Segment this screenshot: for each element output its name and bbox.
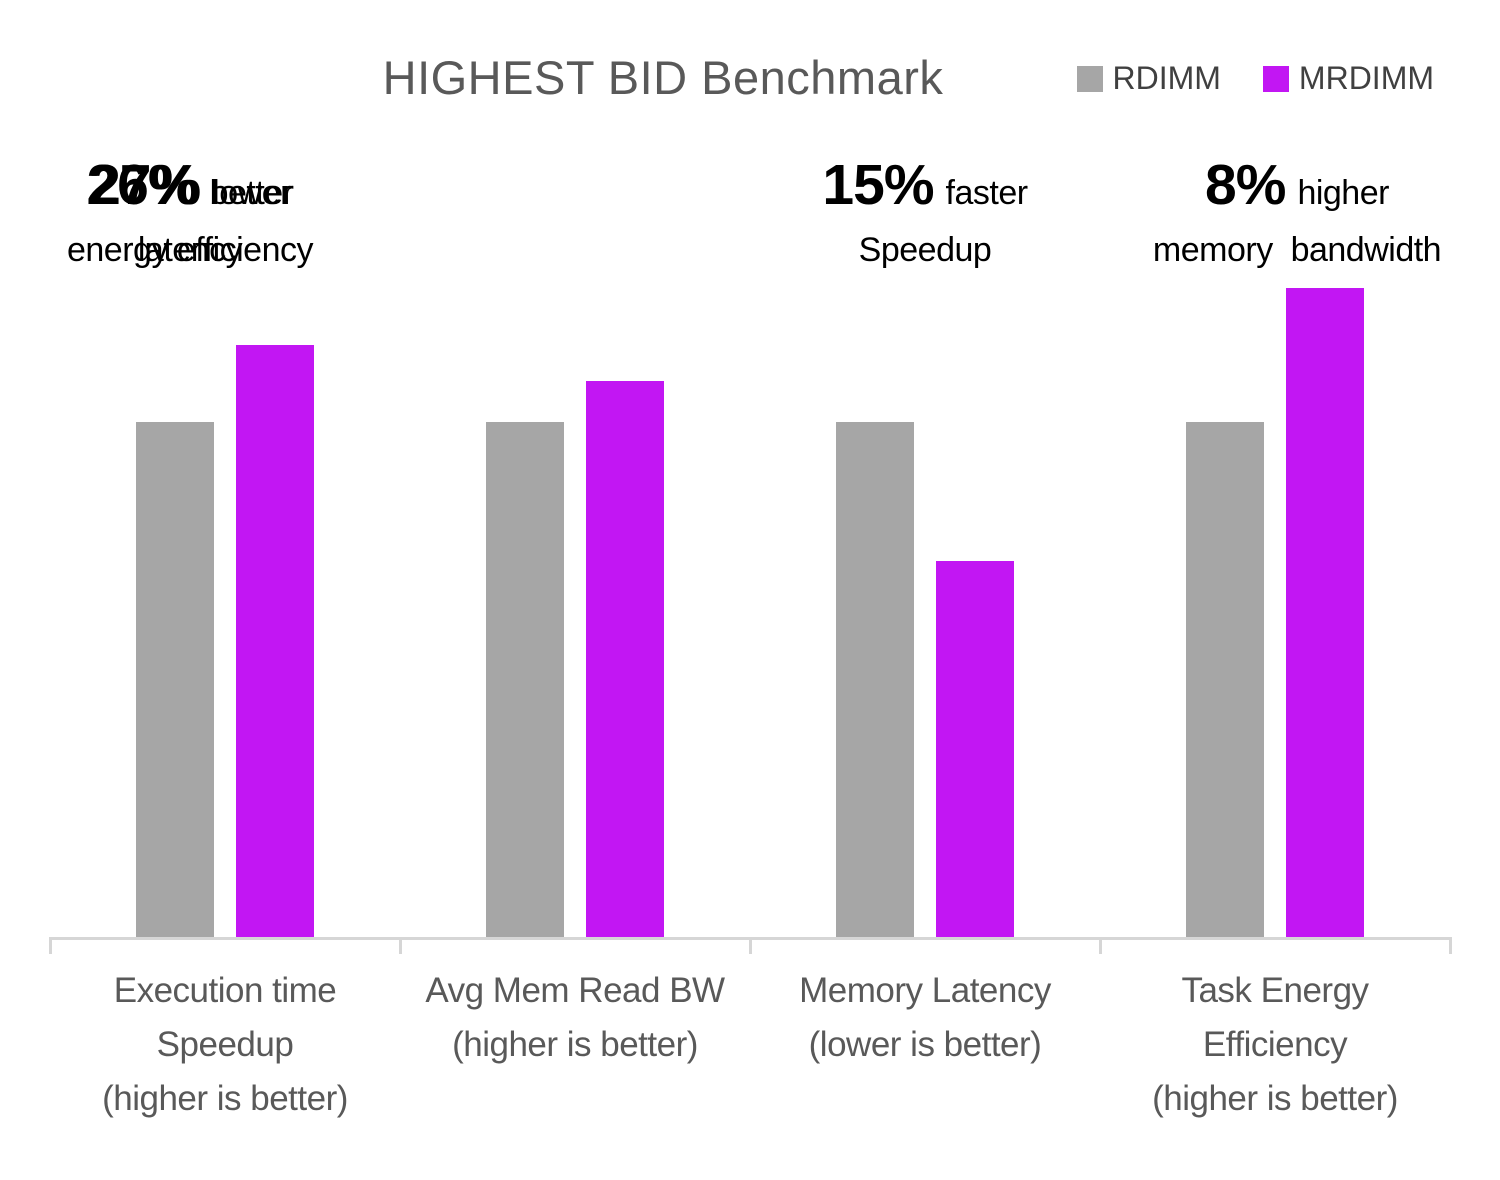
callout-stat: 27% (89, 153, 201, 217)
callout-line1: 27% lower (0, 152, 380, 218)
callout-stat: 15% (822, 153, 934, 217)
callout-line1: 15% faster (735, 152, 1115, 218)
bar-mrdimm-1 (586, 381, 664, 937)
category-label-line: Memory Latency (799, 971, 1051, 1010)
callout-qualifier: better (209, 174, 294, 212)
callout-qualifier: higher (1297, 174, 1389, 212)
callout-latency: 27% lower latency (0, 152, 380, 270)
callout-line2: Speedup (858, 231, 992, 269)
bar-rdimm-3 (1186, 422, 1264, 937)
bar-mrdimm-0 (236, 345, 314, 937)
callout-line2: memory bandwidth (1152, 231, 1442, 269)
legend-label-mrdimm: MRDIMM (1298, 60, 1434, 96)
callout-qualifier: faster (945, 174, 1029, 212)
category-label-3: Task Energy Efficiency (higher is better) (1100, 964, 1450, 1126)
category-label-line: Efficiency (1202, 1025, 1348, 1064)
bar-mrdimm-3 (1286, 288, 1364, 937)
callout-bandwidth: 8% higher memory bandwidth (1107, 152, 1487, 270)
axis-tick (399, 937, 402, 954)
bar-rdimm-2 (836, 422, 914, 937)
callout-line2: latency (137, 231, 243, 269)
category-label-1: Avg Mem Read BW (higher is better) (400, 964, 750, 1072)
category-label-line: Execution time (113, 971, 337, 1010)
callout-line1: 26% better (0, 152, 380, 218)
axis-tick (1099, 937, 1102, 954)
legend-item-mrdimm: MRDIMM (1262, 60, 1434, 97)
legend-label-rdimm: RDIMM (1112, 60, 1221, 96)
category-label-line: Avg Mem Read BW (425, 971, 725, 1010)
callout-line1: 8% higher (1107, 152, 1487, 218)
legend: RDIMM MRDIMM (1076, 60, 1434, 97)
bar-rdimm-1 (486, 422, 564, 937)
callout-stat: 26% (86, 153, 198, 217)
axis-tick (749, 937, 752, 954)
bar-mrdimm-2 (936, 561, 1014, 937)
category-label-line: (higher is better) (102, 1079, 348, 1118)
category-label-line: (higher is better) (1152, 1079, 1398, 1118)
category-label-line: Speedup (156, 1025, 294, 1064)
mrdimm-swatch-icon (1262, 65, 1289, 92)
callout-line2: energy efficiency (66, 231, 314, 269)
plot-area (50, 0, 1450, 937)
category-label-line: (higher is better) (452, 1025, 698, 1064)
category-label-2: Memory Latency (lower is better) (750, 964, 1100, 1072)
legend-item-rdimm: RDIMM (1076, 60, 1221, 97)
axis-tick (1449, 937, 1452, 954)
category-label-line: Task Energy (1181, 971, 1369, 1010)
callout-energy: 26% better energy efficiency (0, 152, 380, 270)
chart-title: HIGHEST BID Benchmark (382, 51, 944, 104)
category-label-line: (lower is better) (808, 1025, 1042, 1064)
category-label-0: Execution time Speedup (higher is better) (50, 964, 400, 1126)
bar-rdimm-0 (136, 422, 214, 937)
rdimm-swatch-icon (1076, 65, 1103, 92)
callout-speedup: 15% faster Speedup (735, 152, 1115, 270)
callout-qualifier: lower (212, 174, 291, 212)
callout-stat: 8% (1205, 153, 1286, 217)
axis-tick (49, 937, 52, 954)
